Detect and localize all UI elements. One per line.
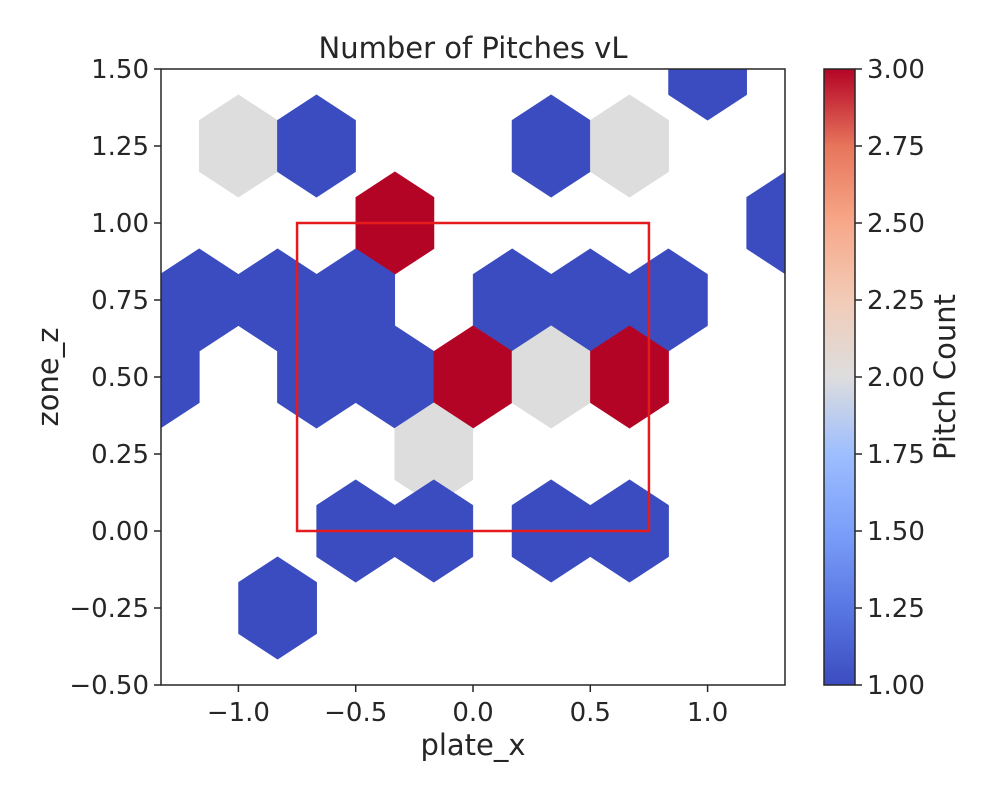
colorbar-tick-label: 1.00 (867, 671, 925, 701)
colorbar (823, 68, 856, 686)
y-tick-label: 1.50 (91, 55, 149, 85)
hexbin-cells (161, 69, 785, 660)
y-tick-label: 1.25 (91, 132, 149, 162)
x-tick-label: 1.0 (687, 698, 728, 728)
hex-cell (668, 69, 747, 121)
hex-cell (590, 94, 669, 198)
colorbar-tick-label: 2.75 (867, 132, 925, 162)
hex-cell (199, 94, 278, 198)
x-tick-label: 0.0 (452, 698, 493, 728)
hex-cell (238, 556, 317, 660)
colorbar-ticks: 1.00 1.25 1.50 1.75 2.00 2.25 2.50 2.75 3.00 (855, 55, 925, 701)
y-tick-label: 0.00 (91, 517, 149, 547)
x-axis-label: plate_x (420, 728, 525, 762)
hex-cell (277, 94, 356, 198)
hex-cell (161, 325, 200, 429)
x-axis-ticks: −1.0 −0.5 0.0 0.5 1.0 (207, 685, 728, 728)
x-tick-label: −0.5 (324, 698, 387, 728)
y-axis-ticks: −0.50 −0.25 0.00 0.25 0.50 0.75 1.00 1.25 1.50 (69, 55, 161, 701)
y-tick-label: 0.25 (91, 440, 149, 470)
strike-zone-box (295, 221, 651, 533)
colorbar-label: Pitch Count (928, 294, 962, 460)
x-tick-label: 0.5 (570, 698, 611, 728)
colorbar-tick-label: 1.25 (867, 594, 925, 624)
x-tick-label: −1.0 (207, 698, 270, 728)
colorbar-tick-label: 3.00 (867, 55, 925, 85)
y-axis-label: zone_z (31, 328, 65, 427)
hex-cell (511, 94, 591, 198)
colorbar-tick-label: 1.50 (867, 517, 925, 547)
colorbar-tick-label: 2.25 (867, 286, 925, 316)
colorbar-tick-label: 2.50 (867, 209, 925, 239)
y-tick-label: 0.75 (91, 286, 149, 316)
chart-title: Number of Pitches vL (319, 31, 628, 65)
colorbar-tick-label: 1.75 (867, 440, 925, 470)
y-tick-label: 1.00 (91, 209, 149, 239)
colorbar-tick-label: 2.00 (867, 363, 925, 393)
y-tick-label: −0.25 (69, 594, 149, 624)
hex-cell (746, 171, 785, 275)
y-tick-label: 0.50 (91, 363, 149, 393)
y-tick-label: −0.50 (69, 671, 149, 701)
